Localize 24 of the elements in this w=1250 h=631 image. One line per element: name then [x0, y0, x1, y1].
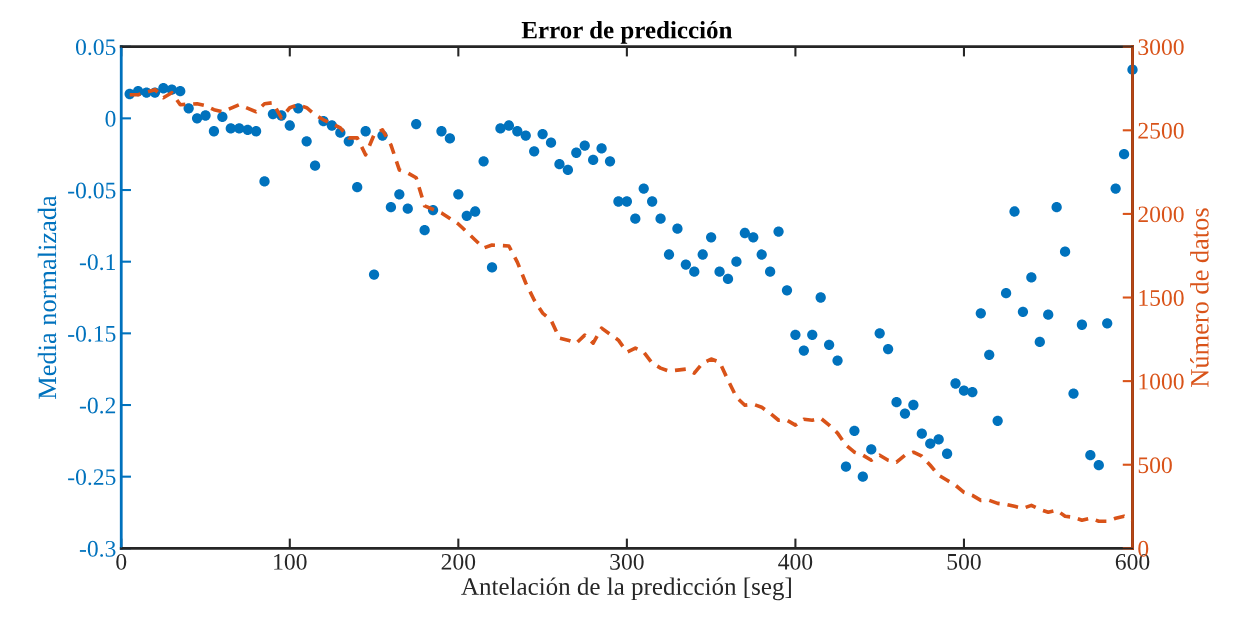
y-tick-label: -0.3	[79, 540, 116, 557]
x-tick-label: 200	[441, 553, 476, 570]
y-tick-label: -0.2	[79, 397, 116, 414]
y2-tick-label: 3000	[1138, 39, 1184, 56]
x-tick-label: 100	[274, 553, 307, 570]
x-tick-label: 300	[610, 553, 644, 570]
y2-tick-label: 2500	[1138, 122, 1184, 139]
chart-title: Error de predicción	[521, 20, 733, 44]
y-tick-label: -0.25	[68, 469, 116, 486]
y-tick-label: 0	[105, 110, 116, 127]
x-tick-label: 500	[947, 553, 981, 570]
y-tick-label: -0.15	[68, 325, 116, 342]
y-tick-label: -0.1	[79, 254, 115, 271]
x-axis-title: Antelación de la predicción [seg]	[461, 577, 791, 601]
y2-tick-label: 500	[1138, 457, 1172, 474]
x-tick-label: 0	[116, 553, 127, 570]
y2-tick-label: 2000	[1138, 206, 1184, 223]
y2-tick-label: 1500	[1139, 290, 1184, 306]
y-tick-label: 0.05	[75, 39, 116, 56]
y-tick-label: -0.05	[68, 182, 116, 199]
x-tick-label: 400	[778, 553, 813, 570]
y2-axis-title: Número de datos	[1190, 208, 1209, 387]
y2-tick-label: 1000	[1139, 373, 1184, 390]
y-axis-title: Media normalizada	[37, 195, 57, 399]
